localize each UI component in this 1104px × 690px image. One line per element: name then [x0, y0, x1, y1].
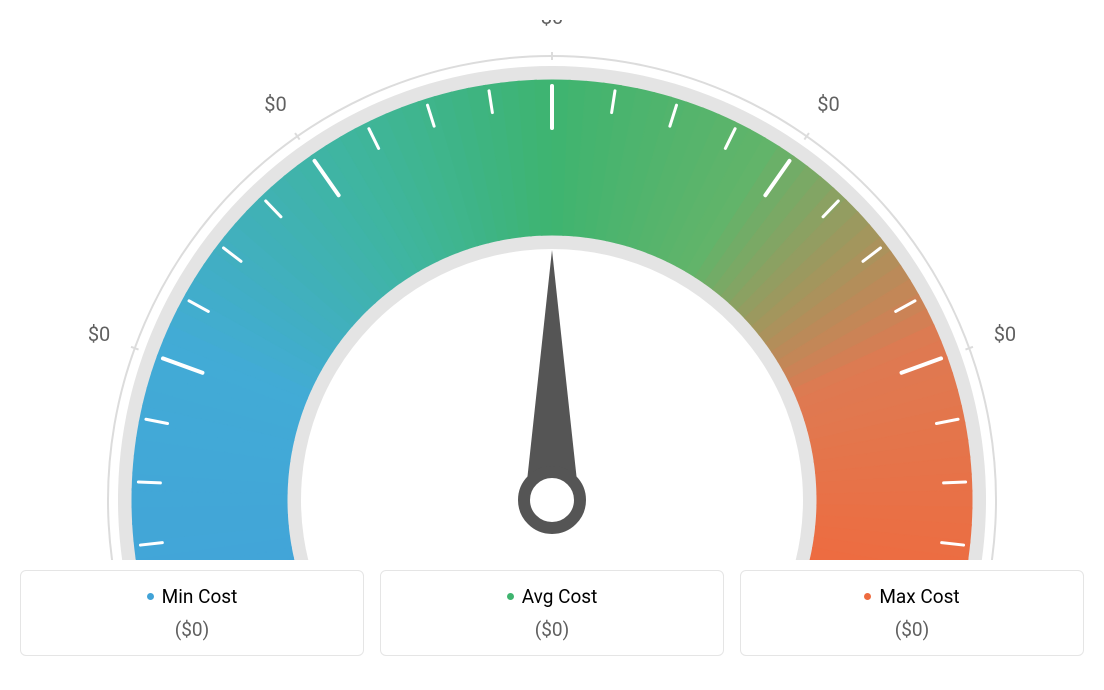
- legend-card-min: Min Cost ($0): [20, 570, 364, 656]
- legend-label-min: Min Cost: [162, 585, 238, 608]
- legend-bullet-min: [147, 593, 154, 600]
- legend-value-max: ($0): [757, 618, 1067, 641]
- svg-text:$0: $0: [994, 322, 1016, 346]
- cost-gauge-chart: $0$0$0$0$0$0$0 Min Cost ($0) Avg Cost ($…: [20, 20, 1084, 670]
- svg-text:$0: $0: [541, 20, 563, 29]
- legend-label-max: Max Cost: [879, 585, 959, 608]
- legend-card-max: Max Cost ($0): [740, 570, 1084, 656]
- legend-row: Min Cost ($0) Avg Cost ($0) Max Cost ($0…: [20, 570, 1084, 656]
- svg-text:$0: $0: [88, 322, 110, 346]
- svg-text:$0: $0: [817, 92, 839, 116]
- legend-label-avg: Avg Cost: [522, 585, 598, 608]
- legend-bullet-max: [864, 593, 871, 600]
- legend-value-avg: ($0): [397, 618, 707, 641]
- gauge-area: $0$0$0$0$0$0$0: [20, 20, 1084, 550]
- legend-title-avg: Avg Cost: [507, 585, 598, 608]
- legend-value-min: ($0): [37, 618, 347, 641]
- legend-card-avg: Avg Cost ($0): [380, 570, 724, 656]
- legend-title-max: Max Cost: [864, 585, 959, 608]
- legend-bullet-avg: [507, 593, 514, 600]
- svg-text:$0: $0: [264, 92, 286, 116]
- legend-title-min: Min Cost: [147, 585, 238, 608]
